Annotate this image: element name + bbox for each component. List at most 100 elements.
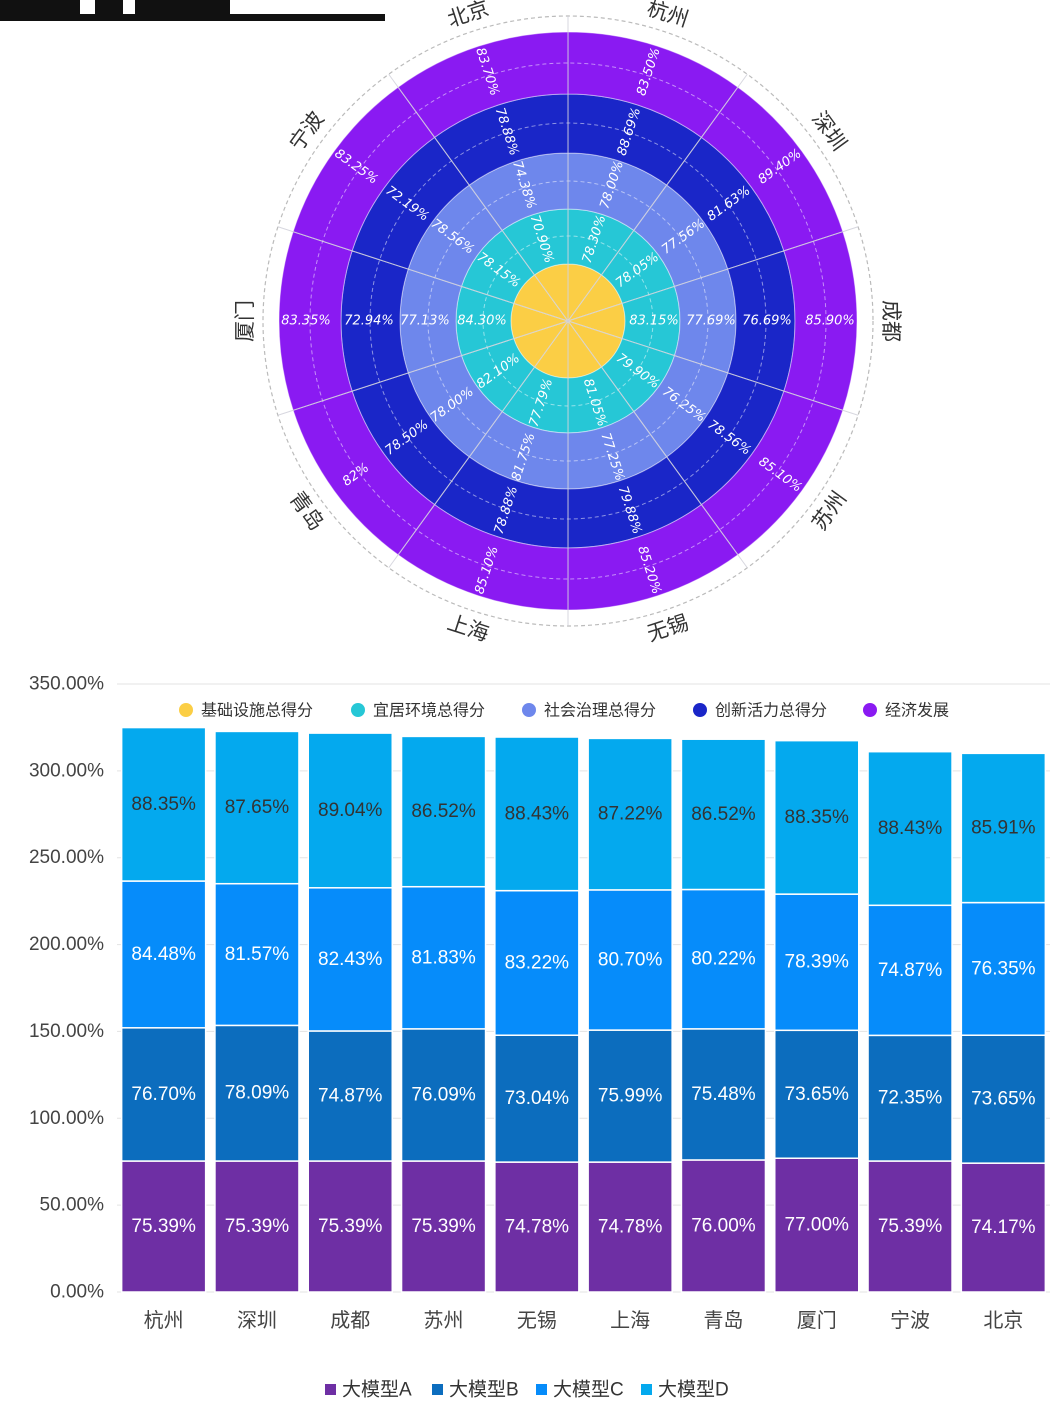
bar-segment-1-2: [307, 1030, 393, 1162]
bar-segment-2-6: [680, 888, 767, 1030]
polar-bar-chart: 78.30%78.05%83.15%79.90%81.05%77.79%82.1…: [233, 0, 903, 646]
bar-value-label: 89.04%: [318, 800, 383, 821]
polar-legend-marker[interactable]: [179, 703, 193, 717]
bar-segment-3-8: [867, 750, 953, 907]
bar-segment-0-2: [307, 1160, 393, 1293]
bar-value-label: 87.22%: [598, 804, 663, 825]
x-tick-label: 厦门: [797, 1308, 837, 1332]
bar-value-label: 81.83%: [411, 947, 476, 968]
bar-legend-label[interactable]: 大模型A: [342, 1379, 412, 1401]
y-tick-label: 50.00%: [40, 1195, 105, 1216]
bar-legend-marker[interactable]: [536, 1384, 547, 1395]
bar-value-label: 72.35%: [878, 1088, 943, 1109]
polar-value-label: 84.30%: [457, 314, 507, 329]
bar-value-label: 84.48%: [131, 944, 196, 965]
x-tick-label: 北京: [983, 1308, 1023, 1332]
bar-value-label: 81.57%: [225, 944, 290, 965]
bar-segment-3-6: [680, 738, 767, 891]
polar-value-label: 77.13%: [400, 314, 450, 329]
bar-legend-label[interactable]: 大模型D: [658, 1379, 729, 1401]
bar-segment-0-9: [960, 1162, 1047, 1293]
polar-radial-line: [567, 320, 859, 416]
bar-value-label: 85.91%: [971, 817, 1036, 838]
bar-legend-marker[interactable]: [325, 1384, 336, 1395]
polar-legend-marker[interactable]: [351, 703, 365, 717]
bar-segment-3-4: [494, 736, 580, 892]
y-tick-label: 100.00%: [29, 1108, 104, 1129]
bar-value-label: 78.09%: [225, 1083, 290, 1104]
polar-legend-label[interactable]: 基础设施总得分: [201, 701, 313, 720]
bar-value-label: 76.35%: [971, 958, 1036, 979]
polar-category-label: 上海: [445, 610, 492, 646]
polar-radial-line: [388, 73, 569, 322]
bar-segment-1-1: [214, 1024, 300, 1162]
bar-value-label: 74.78%: [505, 1217, 570, 1238]
bar-segment-3-1: [214, 730, 300, 885]
bar-value-label: 78.39%: [785, 952, 850, 973]
bar-value-label: 86.52%: [411, 801, 476, 822]
bar-segment-1-8: [867, 1034, 953, 1162]
bar-value-label: 76.00%: [691, 1215, 756, 1236]
polar-legend-marker[interactable]: [522, 703, 536, 717]
polar-category-label: 宁波: [285, 107, 329, 155]
bar-value-label: 76.09%: [411, 1084, 476, 1105]
x-tick-label: 上海: [610, 1308, 650, 1332]
bar-value-label: 76.70%: [131, 1084, 196, 1105]
polar-value-label: 83.15%: [629, 314, 679, 329]
polar-radial-line: [388, 320, 569, 569]
bar-segment-2-3: [400, 885, 487, 1030]
bar-segment-0-8: [867, 1160, 953, 1293]
bar-segment-3-0: [120, 726, 207, 882]
bar-segment-1-3: [400, 1028, 487, 1162]
polar-legend-marker[interactable]: [693, 703, 707, 717]
polar-radial-line: [567, 320, 748, 569]
polar-radial-line: [277, 226, 569, 322]
y-tick-label: 350.00%: [29, 674, 104, 695]
y-tick-label: 250.00%: [29, 847, 104, 868]
bar-value-label: 75.39%: [225, 1216, 290, 1237]
bar-value-label: 80.70%: [598, 949, 663, 970]
x-tick-label: 成都: [330, 1308, 370, 1332]
bar-legend-label[interactable]: 大模型C: [553, 1379, 624, 1401]
bar-segment-3-9: [960, 752, 1047, 904]
polar-radial-line: [567, 73, 748, 322]
polar-legend-marker[interactable]: [863, 703, 877, 717]
stacked-bar-chart: 0.00% 50.00% 100.00% 150.00% 200.00% 250.00% 3…: [29, 674, 1050, 1401]
bar-value-label: 83.22%: [505, 952, 570, 973]
bar-value-label: 88.43%: [878, 818, 943, 839]
y-tick-label: 150.00%: [29, 1021, 104, 1042]
bar-value-label: 87.65%: [225, 797, 290, 818]
y-tick-label: 200.00%: [29, 934, 104, 955]
x-tick-label: 无锡: [517, 1308, 557, 1332]
bar-segment-0-7: [774, 1157, 860, 1293]
polar-legend-label[interactable]: 宜居环境总得分: [373, 701, 485, 720]
bar-legend-marker[interactable]: [432, 1384, 443, 1395]
bar-value-label: 88.43%: [505, 803, 570, 824]
bar-legend-label[interactable]: 大模型B: [449, 1379, 519, 1401]
bar-value-label: 75.39%: [318, 1216, 383, 1237]
polar-legend-label[interactable]: 经济发展: [885, 701, 949, 720]
bar-value-label: 74.17%: [971, 1217, 1036, 1238]
bar-value-label: 73.65%: [785, 1084, 850, 1105]
bar-value-label: 80.22%: [691, 949, 756, 970]
bar-segment-2-9: [960, 901, 1047, 1036]
bar-legend-marker[interactable]: [641, 1384, 652, 1395]
polar-category-label: 厦门: [233, 300, 257, 342]
bar-value-label: 82.43%: [318, 949, 383, 970]
x-tick-label: 杭州: [144, 1308, 184, 1332]
polar-legend-label[interactable]: 创新活力总得分: [715, 701, 827, 720]
bar-value-label: 74.87%: [318, 1086, 383, 1107]
polar-legend-label[interactable]: 社会治理总得分: [544, 701, 656, 720]
title-fragment: [0, 0, 385, 21]
bar-segment-3-3: [400, 735, 487, 888]
bar-value-label: 75.39%: [131, 1216, 196, 1237]
bar-segment-1-7: [774, 1029, 860, 1159]
polar-value-label: 85.90%: [805, 314, 855, 329]
bar-value-label: 75.99%: [598, 1086, 663, 1107]
polar-guide-circle: [309, 62, 827, 580]
bar-value-label: 75.39%: [411, 1216, 476, 1237]
bar-segment-2-7: [774, 893, 860, 1032]
bar-segment-0-3: [400, 1160, 487, 1293]
polar-category-label: 青岛: [285, 487, 329, 535]
bar-segment-3-5: [587, 737, 673, 891]
